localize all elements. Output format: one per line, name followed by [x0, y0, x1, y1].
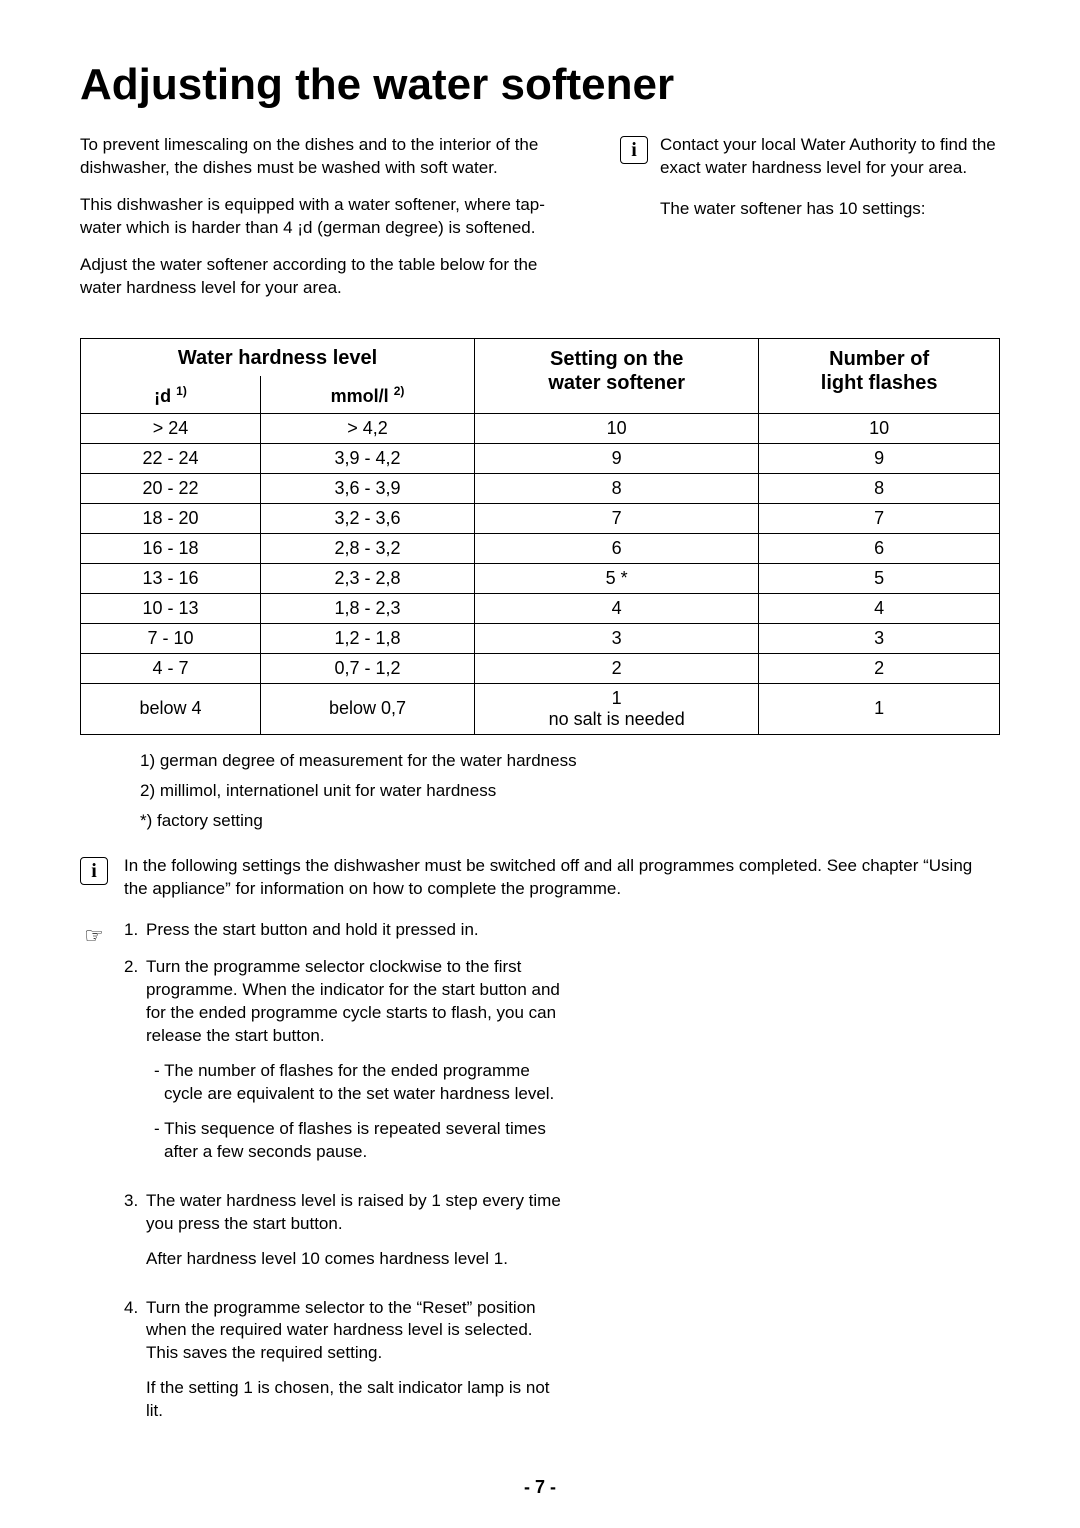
- table-row: 10 - 131,8 - 2,344: [81, 593, 1000, 623]
- table-row: 7 - 101,2 - 1,833: [81, 623, 1000, 653]
- step-3-text: The water hardness level is raised by 1 …: [146, 1190, 566, 1236]
- flashes-header: Number of light flashes: [759, 338, 1000, 413]
- intro-right-column: i Contact your local Water Authority to …: [620, 134, 1000, 314]
- unit-mmol-header: mmol/l 2): [260, 376, 474, 414]
- info-icon: i: [620, 136, 648, 164]
- step-2-text: Turn the programme selector clockwise to…: [146, 956, 566, 1048]
- setting-header: Setting on the water softener: [475, 338, 759, 413]
- pointer-icon: ☞: [80, 921, 108, 951]
- table-row: 4 - 70,7 - 1,222: [81, 653, 1000, 683]
- steps-list: 2. Turn the programme selector clockwise…: [124, 956, 1000, 1435]
- intro-left-column: To prevent limescaling on the dishes and…: [80, 134, 580, 314]
- step-2-sub-2: - This sequence of ﬂashes is repeated se…: [154, 1118, 566, 1164]
- table-body: > 24> 4,21010 22 - 243,9 - 4,299 20 - 22…: [81, 413, 1000, 734]
- footnote-1: 1) german degree of measurement for the …: [140, 751, 580, 771]
- intro-paragraph-2: This dishwasher is equipped with a water…: [80, 194, 580, 240]
- hardness-table: Water hardness level Setting on the wate…: [80, 338, 1000, 735]
- intro-paragraph-1: To prevent limescaling on the dishes and…: [80, 134, 580, 180]
- step-number: 2.: [124, 956, 146, 1176]
- table-row: 13 - 162,3 - 2,85 *5: [81, 563, 1000, 593]
- table-row: 16 - 182,8 - 3,266: [81, 533, 1000, 563]
- procedure-notice: i In the following settings the dishwash…: [80, 855, 1000, 901]
- info-icon: i: [80, 857, 108, 885]
- table-row: > 24> 4,21010: [81, 413, 1000, 443]
- table-row: below 4below 0,71 no salt is needed1: [81, 683, 1000, 734]
- step-4-text: Turn the programme selector to the “Rese…: [146, 1297, 566, 1366]
- step-1-text: Press the start button and hold it press…: [146, 919, 586, 942]
- table-row: 18 - 203,2 - 3,677: [81, 503, 1000, 533]
- intro-section: To prevent limescaling on the dishes and…: [80, 134, 1000, 314]
- table-row: 22 - 243,9 - 4,299: [81, 443, 1000, 473]
- notice-text: In the following settings the dishwasher…: [124, 855, 1000, 901]
- hardness-header: Water hardness level: [81, 338, 475, 376]
- step-4: 4. Turn the programme selector to the “R…: [124, 1297, 1000, 1436]
- step-number: 3.: [124, 1190, 146, 1283]
- step-2: 2. Turn the programme selector clockwise…: [124, 956, 1000, 1176]
- info-text: Contact your local Water Authority to ﬁn…: [660, 134, 1000, 180]
- step-2-sub-1: - The number of ﬂashes for the ended pro…: [154, 1060, 566, 1106]
- info-callout: i Contact your local Water Authority to …: [620, 134, 1000, 180]
- step-3-note: After hardness level 10 comes hardness l…: [146, 1248, 566, 1271]
- footnote-3: *) factory setting: [140, 811, 1000, 831]
- footnotes: 1) german degree of measurement for the …: [140, 751, 1000, 831]
- step-number: 1.: [124, 919, 146, 942]
- step-4-note: If the setting 1 is chosen, the salt ind…: [146, 1377, 566, 1423]
- settings-note: The water softener has 10 settings:: [620, 198, 1000, 221]
- page-title: Adjusting the water softener: [80, 60, 1000, 110]
- footnote-2: 2) millimol, internationel unit for wate…: [140, 781, 1000, 801]
- unit-d-header: ¡d 1): [81, 376, 261, 414]
- table-row: 20 - 223,6 - 3,988: [81, 473, 1000, 503]
- step-3: 3. The water hardness level is raised by…: [124, 1190, 1000, 1283]
- step-number: 4.: [124, 1297, 146, 1436]
- page-number: - 7 -: [0, 1477, 1080, 1498]
- step-1-row: ☞ 1. Press the start button and hold it …: [80, 919, 1000, 951]
- intro-paragraph-3: Adjust the water softener according to t…: [80, 254, 580, 300]
